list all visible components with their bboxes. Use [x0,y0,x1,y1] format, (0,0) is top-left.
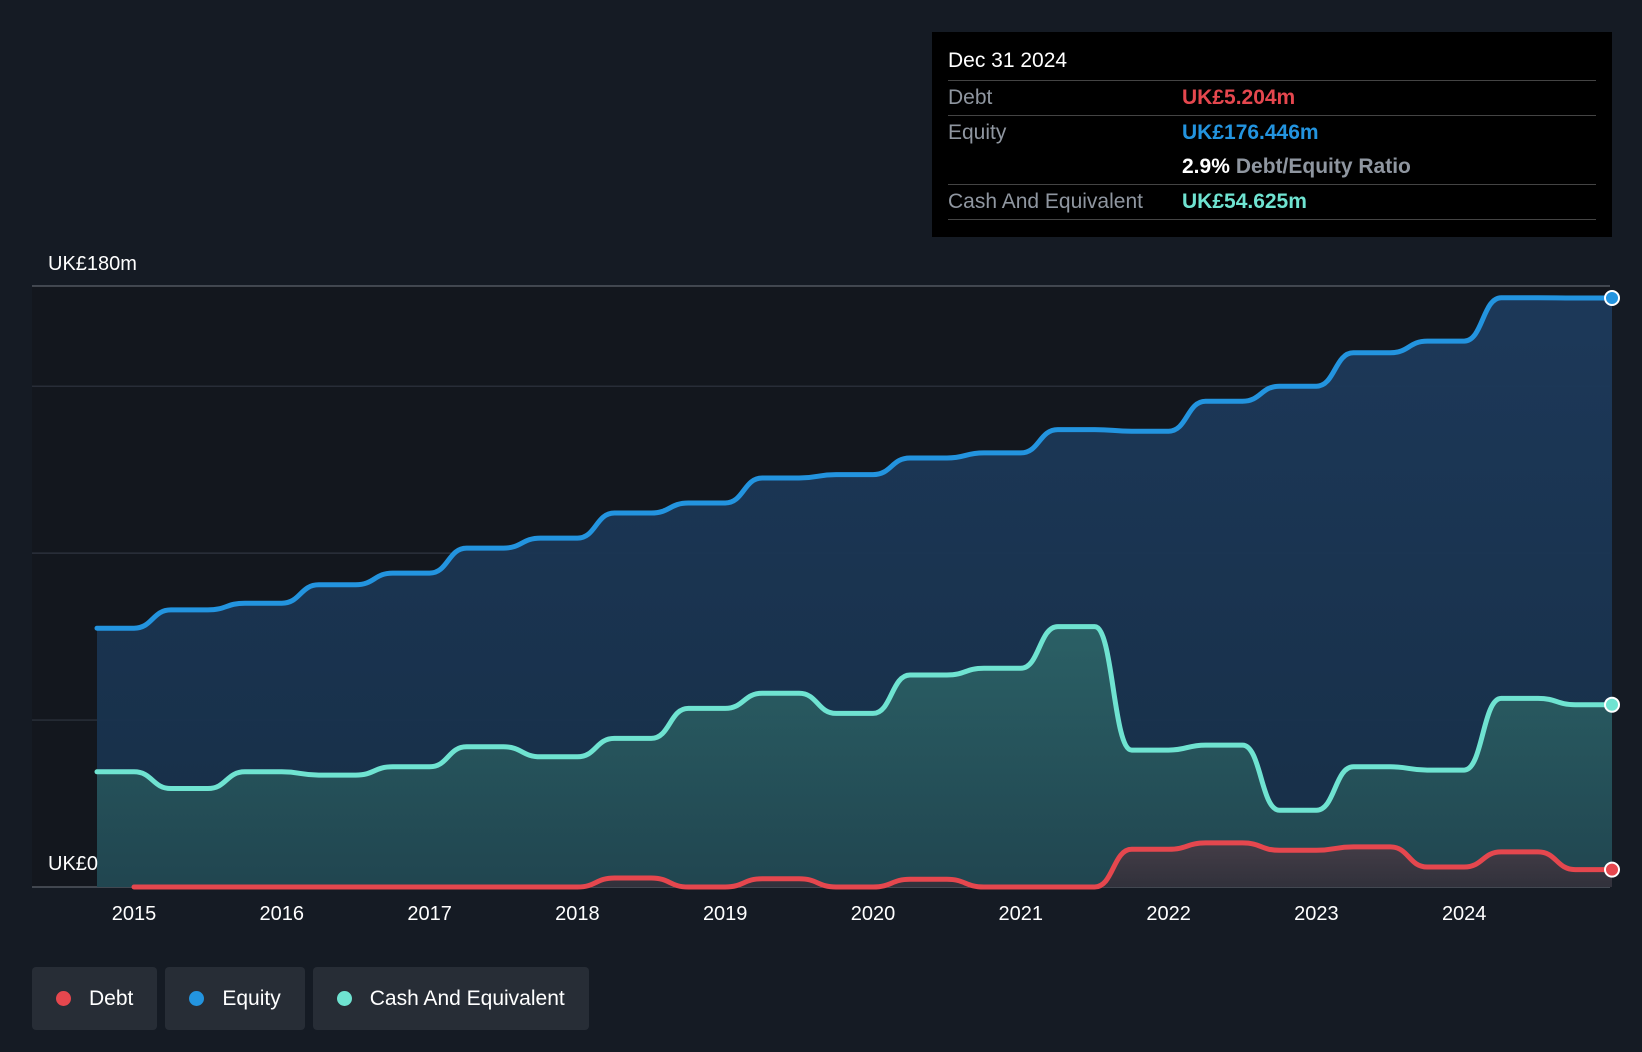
tooltip-debt-value: UK£5.204m [1182,86,1296,109]
tooltip-equity-value: UK£176.446m [1182,121,1319,144]
tooltip-date: Dec 31 2024 [948,46,1596,81]
debt-line [131,840,1615,890]
tooltip-equity-label: Equity [948,121,1007,144]
equity-line [94,295,1615,631]
x-tick-label: 2023 [1294,903,1339,925]
x-tick-label: 2018 [555,903,600,925]
tooltip-equity-row: Equity UK£176.446m [948,116,1596,150]
x-tick-label: 2016 [260,903,305,925]
end-markers [1604,290,1620,878]
legend-item-cash[interactable]: Cash And Equivalent [312,967,589,1030]
cash-and-equivalent-end-marker [1604,696,1620,713]
legend-label-debt: Debt [89,986,134,1010]
y-axis-min-label: UK£0 [48,853,98,875]
tooltip-cash-row: Cash And Equivalent UK£54.625m [948,185,1596,220]
tooltip-debt-row: Debt UK£5.204m [948,81,1596,116]
tooltip-ratio-label: Debt/Equity Ratio [1235,155,1411,178]
legend-dot-cash-icon [336,991,352,1006]
x-axis-ticks: 2015 2016 2017 2018 2019 2020 2021 2022 2023 2024 [112,903,1487,925]
legend-item-equity[interactable]: Equity [165,967,305,1030]
debt-area [134,842,1612,887]
x-tick-label: 2017 [407,903,452,925]
x-tick-label: 2022 [1146,903,1191,925]
legend: Debt Equity Cash And Equivalent [32,967,589,1030]
series-lines [94,295,1615,890]
data-tooltip: Dec 31 2024 Debt UK£5.204m Equity UK£176… [932,32,1612,237]
x-tick-label: 2015 [112,903,157,925]
legend-label-equity: Equity [222,986,281,1010]
tooltip-debt-label: Debt [948,86,993,109]
tooltip-ratio-row: 2.9% Debt/Equity Ratio [948,150,1596,185]
tooltip-cash-value: UK£54.625m [1182,190,1307,213]
x-tick-label: 2021 [999,903,1044,925]
y-axis-max-label: UK£180m [48,253,137,275]
tooltip-ratio-value: 2.9% [1182,155,1230,178]
legend-label-cash: Cash And Equivalent [369,986,565,1010]
legend-dot-debt-icon [56,991,71,1006]
legend-dot-equity-icon [189,991,205,1006]
cash-and-equivalent-area [97,626,1612,887]
debt-end-marker [1604,861,1620,878]
equity-end-marker [1604,290,1620,307]
x-tick-label: 2020 [851,903,896,925]
x-tick-label: 2019 [703,903,748,925]
cash-and-equivalent-line [94,624,1615,813]
chart-area: UK£180m UK£0 2015 2016 2017 2018 2019 2020 202… [32,253,1620,925]
legend-item-debt[interactable]: Debt [32,967,158,1030]
equity-area [97,297,1612,887]
series-areas [97,297,1612,887]
tooltip-cash-label: Cash And Equivalent [948,190,1143,213]
x-tick-label: 2024 [1442,903,1487,925]
